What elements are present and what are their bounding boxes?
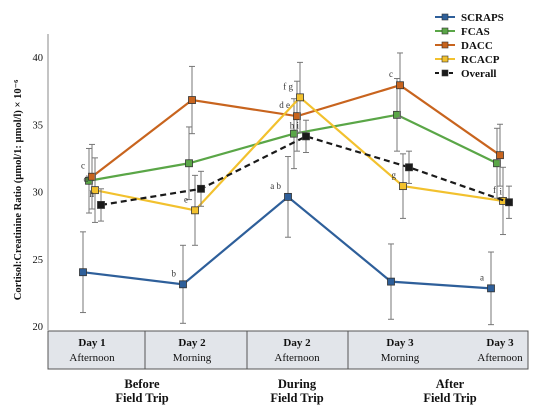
y-tick-label: 35 [33,120,44,131]
data-point [91,186,99,195]
x-tick-time: Morning [173,352,212,364]
legend-label: FCAS [461,26,490,38]
x-tick-time: Afternoon [69,352,115,364]
group-label: Field Trip [423,391,476,405]
group-label: Field Trip [270,391,323,405]
legend-label: Overall [461,68,496,80]
significance-label: d e [279,100,290,110]
data-point [493,159,501,168]
category-band [47,330,529,370]
data-point [290,129,298,138]
x-tick-day: Day 2 [178,337,206,349]
data-point [188,96,196,104]
significance-label: d [84,174,89,184]
legend-label: RCACP [461,54,500,66]
data-point [496,151,504,160]
series-line-overall [100,135,510,207]
data-point [405,163,413,172]
legend-marker [441,27,449,35]
data-point [387,277,395,286]
x-tick-time: Afternoon [477,352,523,364]
significance-label: h [90,189,95,199]
data-point [197,184,205,193]
significance-label: b [172,268,177,278]
data-point [293,112,301,121]
y-tick-label: 20 [33,322,44,333]
x-tick-time: Afternoon [274,352,320,364]
data-point [179,280,187,289]
significance-label: a b [270,181,281,191]
x-tick-time: Morning [381,352,420,364]
data-point [487,284,495,293]
significance-label: c [389,69,393,79]
data-point [302,132,310,141]
y-tick-label: 40 [33,53,44,64]
data-point [88,172,96,181]
significance-label: c [81,161,85,171]
legend-marker [441,13,449,21]
legend-marker [441,69,449,77]
x-tick-day: Day 3 [386,337,414,349]
group-label: After [436,377,465,391]
data-point [505,198,513,207]
x-tick-day: Day 2 [283,337,311,349]
significance-label: g [392,170,397,180]
x-tick-day: Day 3 [486,337,514,349]
data-point [399,182,407,191]
x-tick-day: Day 1 [78,337,105,349]
y-tick-label: 30 [33,188,44,199]
y-axis-label: Cortisol:Creatinine Ratio (µmol/1: µmol/… [13,80,24,301]
significance-label: f [493,185,496,195]
legend-label: DACC [461,40,493,52]
series-line-scraps [82,195,492,290]
group-label: Field Trip [115,391,168,405]
legend-marker [441,41,449,49]
data-point [296,93,304,102]
significance-label: h i [290,120,300,130]
legend-label: SCRAPS [461,12,504,24]
data-point [79,268,87,277]
data-point [191,206,199,215]
data-point [396,81,404,90]
data-point [284,192,292,201]
legend-marker [441,55,449,63]
y-tick-label: 25 [33,255,44,266]
data-point [185,159,193,168]
group-label: During [278,377,317,391]
significance-label: i [499,186,502,196]
significance-label: f g [283,81,293,91]
group-label: Before [124,377,160,391]
significance-label: a [480,272,484,282]
data-point [97,201,105,209]
significance-label: e [184,194,188,204]
